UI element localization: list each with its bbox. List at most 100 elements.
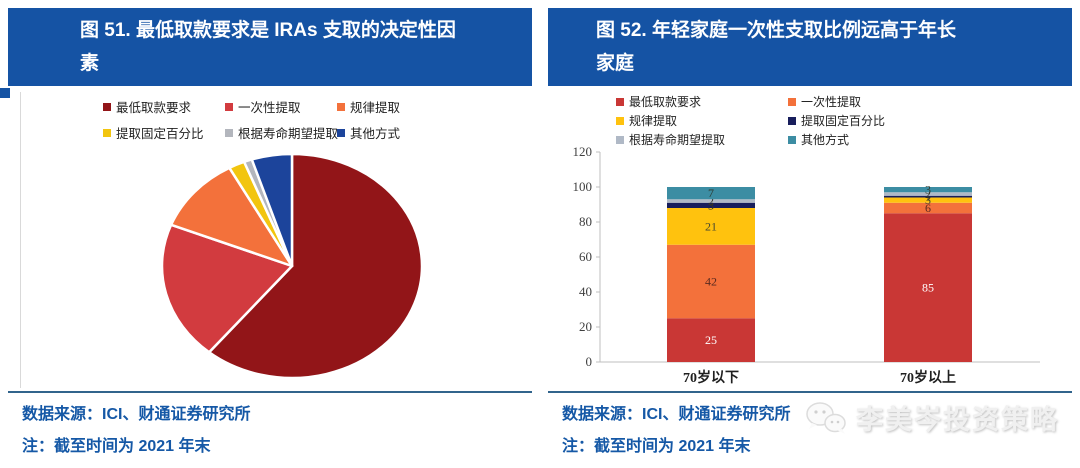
legend-swatch [616,116,624,125]
bar-segment-label: 85 [922,281,934,295]
legend-item: 一次性提取 [225,97,337,116]
watermark-text: 李美岑投资策略 [856,405,1059,435]
legend-label: 最低取款要求 [629,95,702,109]
stacked-bar-chart: 02040608010012025422132770岁以下856312370岁以… [573,145,1040,386]
legend-item: 规律提取 [337,97,400,116]
legend-swatch [788,135,796,144]
pie-legend: 最低取款要求 一次性提取 规律提取提取固定百分比 根据寿命期望提取 其他方式 [103,97,400,142]
legend-swatch [788,116,796,125]
pie-slice-5 [250,152,294,268]
bar-segment-label: 3 [925,193,931,207]
bar-segment [884,192,972,196]
legend-label: 规律提取 [350,101,401,115]
bar-segment-label: 2 [925,187,931,201]
bar-segment [667,199,755,203]
legend-label: 提取固定百分比 [116,127,204,141]
bar-segment [667,318,755,362]
legend-item: 一次性提取 [788,93,885,110]
bar-segment-label: 3 [925,183,931,197]
pie-slice-2 [169,166,294,268]
y-axis-tick-label: 60 [579,249,592,264]
legend-label: 根据寿命期望提取 [238,127,339,141]
bar-segment-label: 1 [925,190,931,204]
figure-52-title-line2: 家庭 [596,53,635,74]
figure-51-panel: 图 51. 最低取款要求是 IRAs 支取的决定性因 素 最低取款要求 一次性提取… [0,0,532,468]
y-axis-tick-label: 40 [579,284,592,299]
legend-swatch [103,128,111,137]
bar-segment-label: 25 [705,333,717,347]
y-axis-tick-label: 20 [579,319,592,334]
figure-51-title-line1: 图 51. 最低取款要求是 IRAs 支取的决定性因 [80,20,456,41]
pie-slice-0 [207,152,424,380]
legend-item: 根据寿命期望提取 [225,123,339,142]
bar-segment-label: 7 [708,186,714,200]
legend-item: 根据寿命期望提取 [616,131,788,148]
pie-chart [160,152,424,380]
table-border-line [20,92,21,388]
legend-label: 其他方式 [801,133,850,147]
legend-label: 一次性提取 [238,101,301,115]
bar-legend: 最低取款要求 一次性提取规律提取 提取固定百分比根据寿命期望提取 其他方式 [616,93,885,148]
legend-item: 最低取款要求 [616,93,788,110]
legend-swatch [337,102,345,111]
figure-52-panel: 图 52. 年轻家庭一次性支取比例远高于年长 家庭 最低取款要求 一次性提取规律提… [548,0,1072,468]
bar-segment [667,208,755,245]
y-axis-tick-label: 80 [579,214,592,229]
pie-slice-1 [160,223,294,354]
legend-swatch [225,102,233,111]
legend-item: 提取固定百分比 [103,123,225,142]
legend-swatch [103,102,111,111]
panel-divider [548,391,1072,393]
legend-swatch [337,128,345,137]
bar-segment-label: 21 [705,219,717,233]
bar-segment-label: 2 [708,194,714,208]
panel-divider [8,391,532,393]
x-axis-category-label: 70岁以下 [683,369,739,386]
table-border-notch [0,88,10,98]
bar-segment [667,202,755,208]
note-line: 注：截至时间为 2021 年末 [22,438,211,455]
watermark: 李美岑投资策略 [804,398,1059,437]
x-axis-category-label: 70岁以上 [900,369,956,386]
legend-item: 其他方式 [337,123,400,142]
bar-segment [884,202,972,214]
y-axis-tick-label: 0 [586,354,593,369]
figure-52-source: 数据来源：ICI、财通证券研究所 注：截至时间为 2021 年末 [562,399,790,463]
legend-label: 提取固定百分比 [801,114,886,128]
figure-51-title-line2: 素 [80,53,100,74]
bar-segment-label: 42 [705,275,717,289]
legend-swatch [788,97,796,106]
figure-52-title-bar: 图 52. 年轻家庭一次性支取比例远高于年长 家庭 [548,8,1072,86]
bar-segment-label: 6 [925,201,931,215]
legend-item: 其他方式 [788,131,885,148]
bar-segment-label: 3 [708,198,714,212]
legend-label: 一次性提取 [801,95,862,109]
figure-52-title-line1: 图 52. 年轻家庭一次性支取比例远高于年长 [596,20,956,41]
legend-label: 其他方式 [350,127,401,141]
legend-swatch [616,97,624,106]
legend-label: 规律提取 [629,114,678,128]
figure-51-title-bar: 图 51. 最低取款要求是 IRAs 支取的决定性因 素 [8,8,532,86]
wechat-watermark-icon [806,401,846,434]
bar-segment [667,244,755,319]
legend-label: 最低取款要求 [116,101,192,115]
legend-item: 提取固定百分比 [788,112,885,129]
y-axis-tick-label: 100 [573,179,593,194]
bar-group-0: 25 42 21 327 [667,186,755,362]
bar-segment [884,213,972,362]
bar-segment [667,187,755,200]
data-source-line: 数据来源：ICI、财通证券研究所 [562,406,791,423]
data-source-line: 数据来源：ICI、财通证券研究所 [22,406,251,423]
y-axis-tick-label: 120 [573,145,593,159]
bar-segment [884,197,972,203]
legend-swatch [616,135,624,144]
bar-segment [884,187,972,193]
bar-segment [884,195,972,198]
legend-swatch [225,128,233,137]
note-line: 注：截至时间为 2021 年末 [562,438,751,455]
figure-51-source: 数据来源：ICI、财通证券研究所 注：截至时间为 2021 年末 [22,399,250,463]
legend-item: 规律提取 [616,112,788,129]
legend-label: 根据寿命期望提取 [629,133,726,147]
